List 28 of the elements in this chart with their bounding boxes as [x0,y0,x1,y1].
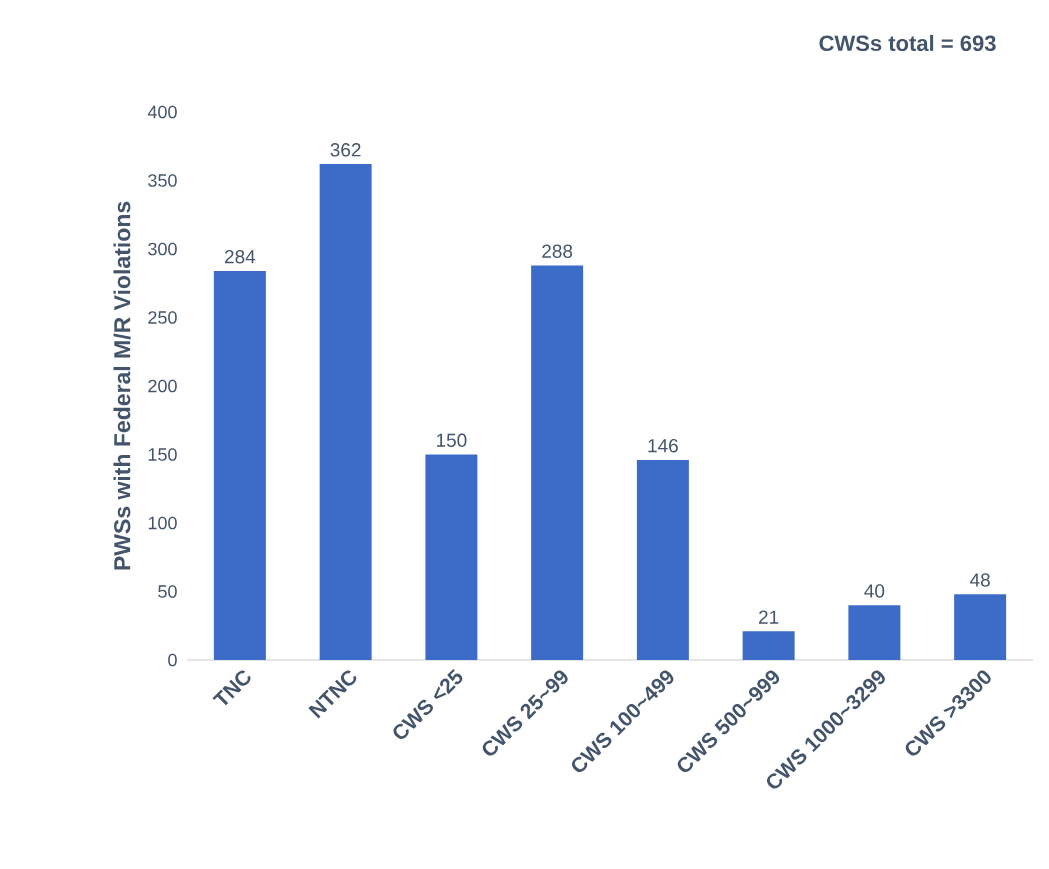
bar [848,605,901,660]
bar [742,631,795,660]
bar [319,164,372,660]
y-tick-label: 400 [147,105,177,119]
bar [954,594,1007,660]
bar [531,265,584,660]
data-label: 288 [542,244,573,258]
bar [425,454,478,660]
y-tick-label: 0 [168,653,177,667]
data-label: 40 [864,584,885,598]
y-tick-label: 200 [148,379,177,393]
data-label: 48 [970,573,990,587]
text: CWSs total = 693 [819,34,996,52]
y-tick-label: 150 [148,448,177,461]
y-tick-label: 100 [148,516,177,530]
data-label: 21 [759,610,779,624]
data-label: 284 [224,249,256,264]
y-tick-label: 350 [148,174,177,187]
data-label: 146 [648,439,678,453]
y-tick-label: 300 [148,242,177,256]
bar [213,270,266,660]
y-tick-label: 250 [148,311,177,324]
x-tick-label: TNC [212,670,251,706]
bar [636,459,689,660]
data-label: 362 [330,143,361,157]
y-tick-label: 50 [158,585,177,598]
data-label: 150 [436,433,467,447]
y-axis-title: PWSs with Federal M/R Violations [113,201,131,570]
